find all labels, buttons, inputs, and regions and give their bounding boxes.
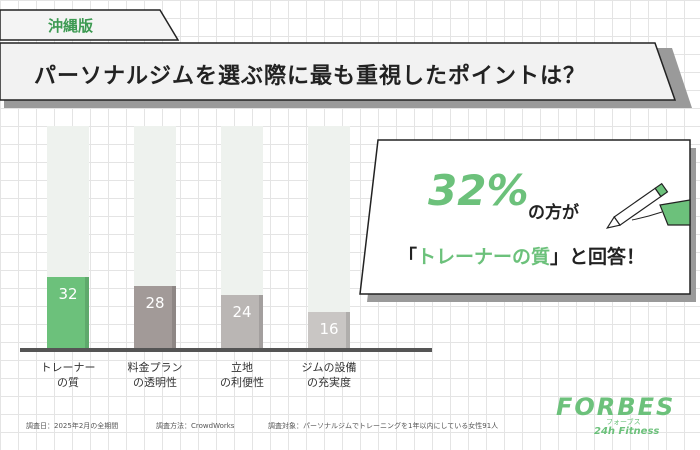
pencil-stroke xyxy=(631,211,663,221)
footnote: 調査日：2025年2月の全期間 xyxy=(26,422,119,430)
x-tick-label: 立地 の利便性 xyxy=(220,361,264,389)
callout-box xyxy=(359,139,691,295)
bar xyxy=(134,285,176,348)
x-tick-label: ジムの設備 の充実度 xyxy=(301,361,357,389)
x-tick-label: 料金プラン の透明性 xyxy=(127,361,183,389)
hand-icon xyxy=(659,199,691,226)
data-label: 24 xyxy=(232,302,252,321)
pencil-icon xyxy=(605,182,669,229)
bar-track xyxy=(308,126,350,348)
baseline xyxy=(20,348,432,352)
x-tick-label: トレーナー の質 xyxy=(40,361,96,389)
logo-sub: 24h Fitness xyxy=(594,426,660,437)
logo: FORBES xyxy=(556,393,676,421)
bar xyxy=(308,312,350,348)
callout-highlight: 32% xyxy=(428,166,529,215)
footnote: 調査方法：CrowdWorks xyxy=(156,422,235,430)
data-label: 16 xyxy=(319,320,339,339)
bar xyxy=(47,276,89,348)
tag-box xyxy=(0,9,180,41)
callout-highlight: トレーナーの質 xyxy=(417,246,551,268)
logo-kana: フォーブス xyxy=(606,418,641,426)
callout-line2: 「トレーナーの質」と回答！ xyxy=(398,242,645,269)
callout-text: 「 xyxy=(398,246,418,268)
chart-title: パーソナルジムを選ぶ際に最も重視したポイントは？ xyxy=(34,64,587,89)
data-label: 32 xyxy=(58,284,78,303)
callout-text: の方が xyxy=(528,203,579,223)
callout-text: 」と回答！ xyxy=(550,246,646,268)
data-label: 28 xyxy=(145,293,165,312)
footnote: 調査対象：パーソナルジムでトレーニングを1年以内にしている女性91人 xyxy=(268,422,499,430)
title-box xyxy=(0,42,677,101)
bar xyxy=(221,294,263,348)
tag-text: 沖縄版 xyxy=(48,17,94,35)
